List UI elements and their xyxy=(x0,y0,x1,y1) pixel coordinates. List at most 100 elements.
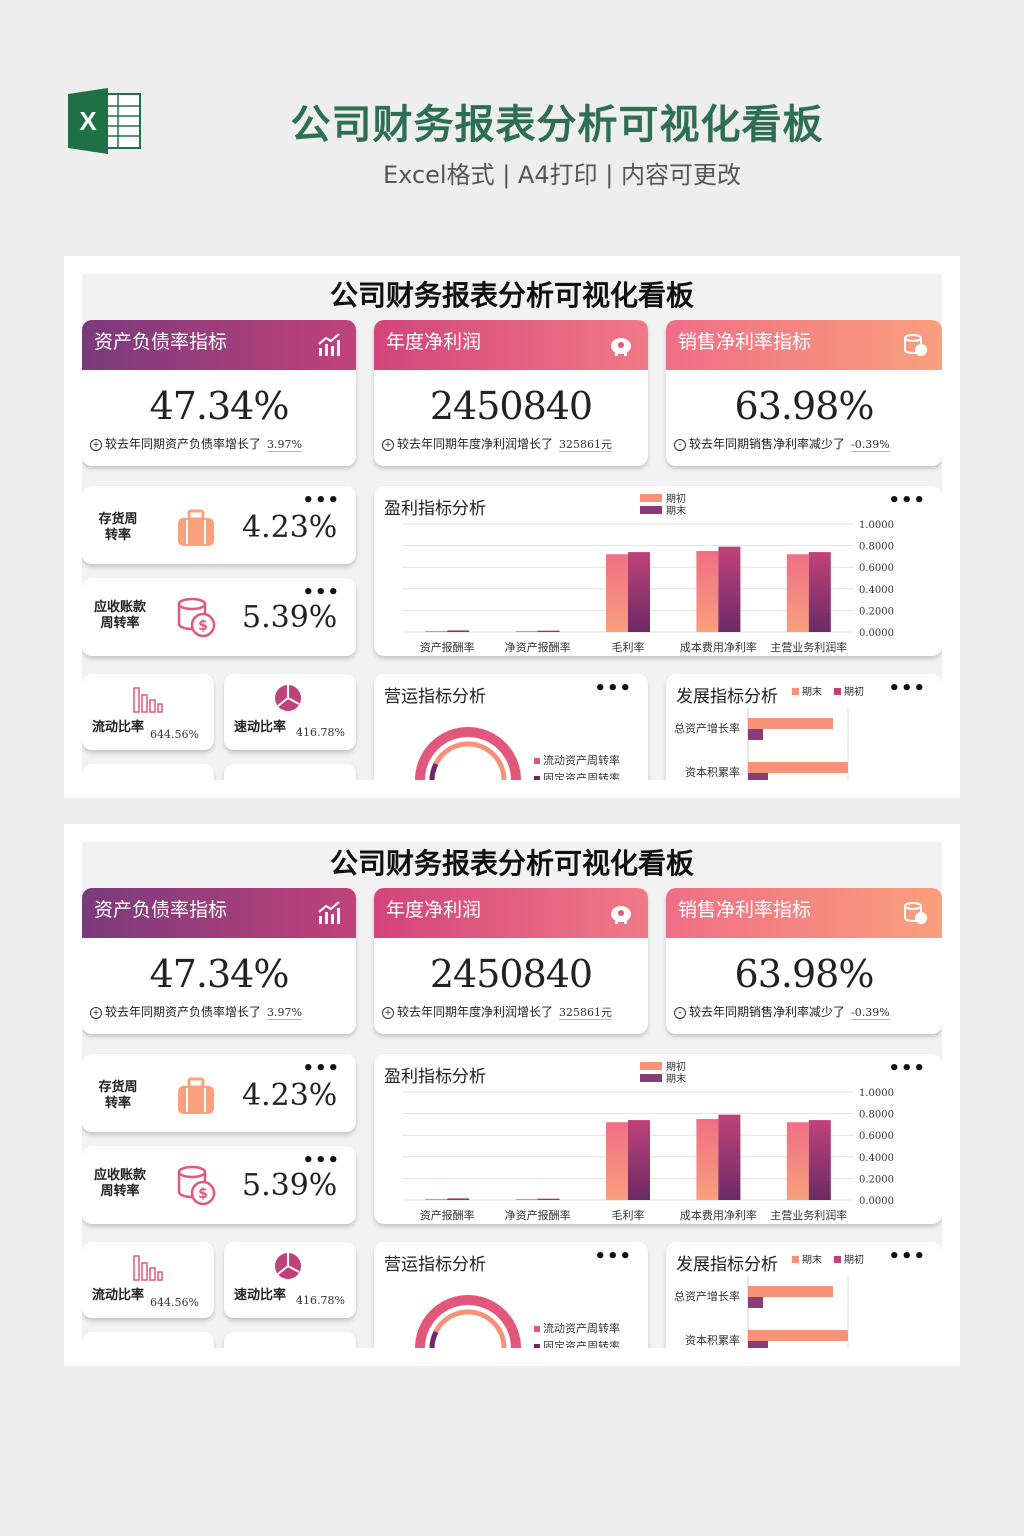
bar xyxy=(748,762,848,773)
bar xyxy=(748,718,833,729)
kpi-card-sales-margin[interactable]: 销售净利率指标 63.98% - 较去年同期销售净利率减少了 -0.39% xyxy=(666,320,942,466)
kpi-value: 63.98% xyxy=(734,384,875,428)
legend-label: 期末 xyxy=(666,1072,686,1085)
dashboard-preview-1: 公司财务报表分析可视化看板 资产负债率指标 47.34% + 较去年同期资产负债率… xyxy=(64,256,960,798)
kpi-label: 销售净利率指标 xyxy=(678,899,812,921)
bar xyxy=(748,1297,763,1308)
profit-chart-card[interactable]: 盈利指标分析 ••• 1.0000 0.8000 0.6000 0.4000 0.200… xyxy=(374,1054,942,1224)
pie-icon xyxy=(275,685,301,711)
more-icon[interactable]: ••• xyxy=(302,1058,340,1079)
kpi-card-sales-margin[interactable]: 销售净利率指标 63.98% - 较去年同期销售净利率减少了 -0.39% xyxy=(666,888,942,1034)
more-icon[interactable]: ••• xyxy=(302,582,340,603)
chart-title: 发展指标分析 xyxy=(676,1255,778,1275)
more-icon[interactable]: ••• xyxy=(594,1246,632,1267)
growth-chart-card[interactable]: 发展指标分析 ••• 总资产增长率 资本积累率 期末 期初 xyxy=(666,674,942,780)
legend-label: 期末 xyxy=(666,504,686,517)
kpi-note: - 较去年同期销售净利率减少了 -0.39% xyxy=(674,1003,890,1020)
legend-label: 期初 xyxy=(666,1060,686,1073)
bar xyxy=(748,773,768,780)
ratio-card-partial[interactable] xyxy=(82,764,214,780)
more-icon[interactable]: ••• xyxy=(302,490,340,511)
more-icon[interactable]: ••• xyxy=(888,1246,926,1267)
quick-ratio-card[interactable]: 速动比率 416.78% xyxy=(224,1242,356,1318)
bar xyxy=(696,1119,719,1200)
dashboard-title: 公司财务报表分析可视化看板 xyxy=(329,847,694,880)
ratio-card-partial[interactable] xyxy=(224,1332,356,1348)
y-tick-label: 0.2000 xyxy=(859,1174,894,1185)
more-icon[interactable]: ••• xyxy=(302,1150,340,1171)
more-icon[interactable]: ••• xyxy=(888,490,926,511)
x-tick-label: 净资产报酬率 xyxy=(505,1208,571,1222)
bar xyxy=(748,1286,833,1297)
inventory-turnover-card[interactable]: ••• 存货周转率 4.23% xyxy=(82,486,356,564)
chart-title: 营运指标分析 xyxy=(384,687,486,707)
quick-ratio-card[interactable]: 速动比率 416.78% xyxy=(224,674,356,750)
page-subtitle: Excel格式 | A4打印 | 内容可更改 xyxy=(383,161,741,189)
operation-chart-card[interactable]: 营运指标分析 ••• 流动资产周转率 固定资产周转率 xyxy=(374,674,648,780)
piggy-bank-icon xyxy=(611,338,631,356)
kpi-label: 销售净利率指标 xyxy=(678,331,812,353)
dashboard-title: 公司财务报表分析可视化看板 xyxy=(329,279,694,312)
kpi-label: 年度净利润 xyxy=(386,331,482,353)
chart-title: 发展指标分析 xyxy=(676,687,778,707)
more-icon[interactable]: ••• xyxy=(888,678,926,699)
bar xyxy=(447,1198,470,1200)
profit-chart-card[interactable]: 盈利指标分析 ••• 1.0000 0.8000 0.6000 0.4000 0.200… xyxy=(374,486,942,656)
legend-swatch xyxy=(640,494,662,502)
current-ratio-card[interactable]: 流动比率 644.56% xyxy=(82,1242,214,1318)
bar xyxy=(808,552,831,632)
y-tick-label: 资本积累率 xyxy=(685,1333,740,1347)
y-tick-label: 0.4000 xyxy=(859,585,894,596)
more-icon[interactable]: ••• xyxy=(888,1058,926,1079)
metric-value: 644.56% xyxy=(150,1296,199,1309)
bar xyxy=(748,1330,848,1341)
y-tick-label: 0.4000 xyxy=(859,1153,894,1164)
y-tick-label: 0.8000 xyxy=(859,1110,894,1121)
legend-label: 期末 xyxy=(802,1253,822,1266)
receivable-turnover-card[interactable]: ••• 应收账款周转率 $ 5.39% xyxy=(82,578,356,656)
kpi-card-net-profit[interactable]: 年度净利润 2450840 + 较去年同期年度净利润增长了 325861元 xyxy=(374,320,648,466)
y-tick-label: 总资产增长率 xyxy=(674,721,740,735)
receivable-turnover-card[interactable]: ••• 应收账款周转率 $ 5.39% xyxy=(82,1146,356,1224)
kpi-card-net-profit[interactable]: 年度净利润 2450840 + 较去年同期年度净利润增长了 325861元 xyxy=(374,888,648,1034)
legend-item: 流动资产周转率 xyxy=(534,1320,620,1336)
legend-item: 流动资产周转率 xyxy=(534,752,620,768)
kpi-value: 47.34% xyxy=(149,384,290,428)
ratio-card-partial[interactable] xyxy=(224,764,356,780)
growth-chart-card[interactable]: 发展指标分析 ••• 总资产增长率 资本积累率 期末 期初 xyxy=(666,1242,942,1348)
kpi-card-debt-ratio[interactable]: 资产负债率指标 47.34% + 较去年同期资产负债率增长了 3.97% xyxy=(82,888,356,1034)
x-tick-label: 成本费用净利率 xyxy=(680,640,757,654)
y-tick-label: 1.0000 xyxy=(859,1088,894,1099)
bar xyxy=(606,1122,628,1200)
bar xyxy=(537,1198,560,1200)
legend-swatch xyxy=(534,776,540,780)
x-tick-label: 成本费用净利率 xyxy=(680,1208,757,1222)
chart-title: 营运指标分析 xyxy=(384,1255,486,1275)
bar xyxy=(748,1341,768,1348)
x-tick-label: 毛利率 xyxy=(612,1208,645,1222)
legend-swatch xyxy=(834,1256,841,1263)
legend-swatch xyxy=(640,1074,662,1082)
coins-icon xyxy=(904,334,927,356)
metric-label: 速动比率 xyxy=(234,1288,287,1303)
mini-bars-icon xyxy=(133,687,163,713)
kpi-note: + 较去年同期资产负债率增长了 3.97% xyxy=(90,1003,302,1020)
ratio-card-partial[interactable] xyxy=(82,1332,214,1348)
mini-bars-icon xyxy=(133,1255,163,1281)
dashboard-canvas: 公司财务报表分析可视化看板 资产负债率指标 47.34% + 较去年同期资产负债率… xyxy=(82,274,942,780)
metric-value: 4.23% xyxy=(242,1078,338,1113)
x-tick-label: 资产报酬率 xyxy=(420,640,475,654)
money-coins-icon: $ xyxy=(177,597,216,638)
svg-text:X: X xyxy=(79,106,97,136)
current-ratio-card[interactable]: 流动比率 644.56% xyxy=(82,674,214,750)
donut-chart xyxy=(415,727,521,780)
operation-chart-card[interactable]: 营运指标分析 ••• 流动资产周转率 固定资产周转率 xyxy=(374,1242,648,1348)
kpi-note: + 较去年同期资产负债率增长了 3.97% xyxy=(90,435,302,452)
more-icon[interactable]: ••• xyxy=(594,678,632,699)
kpi-card-debt-ratio[interactable]: 资产负债率指标 47.34% + 较去年同期资产负债率增长了 3.97% xyxy=(82,320,356,466)
legend-label: 期初 xyxy=(844,1253,864,1266)
bar xyxy=(718,1114,741,1200)
inventory-turnover-card[interactable]: ••• 存货周转率 4.23% xyxy=(82,1054,356,1132)
briefcase-icon xyxy=(178,1077,214,1114)
x-tick-label: 资产报酬率 xyxy=(420,1208,475,1222)
